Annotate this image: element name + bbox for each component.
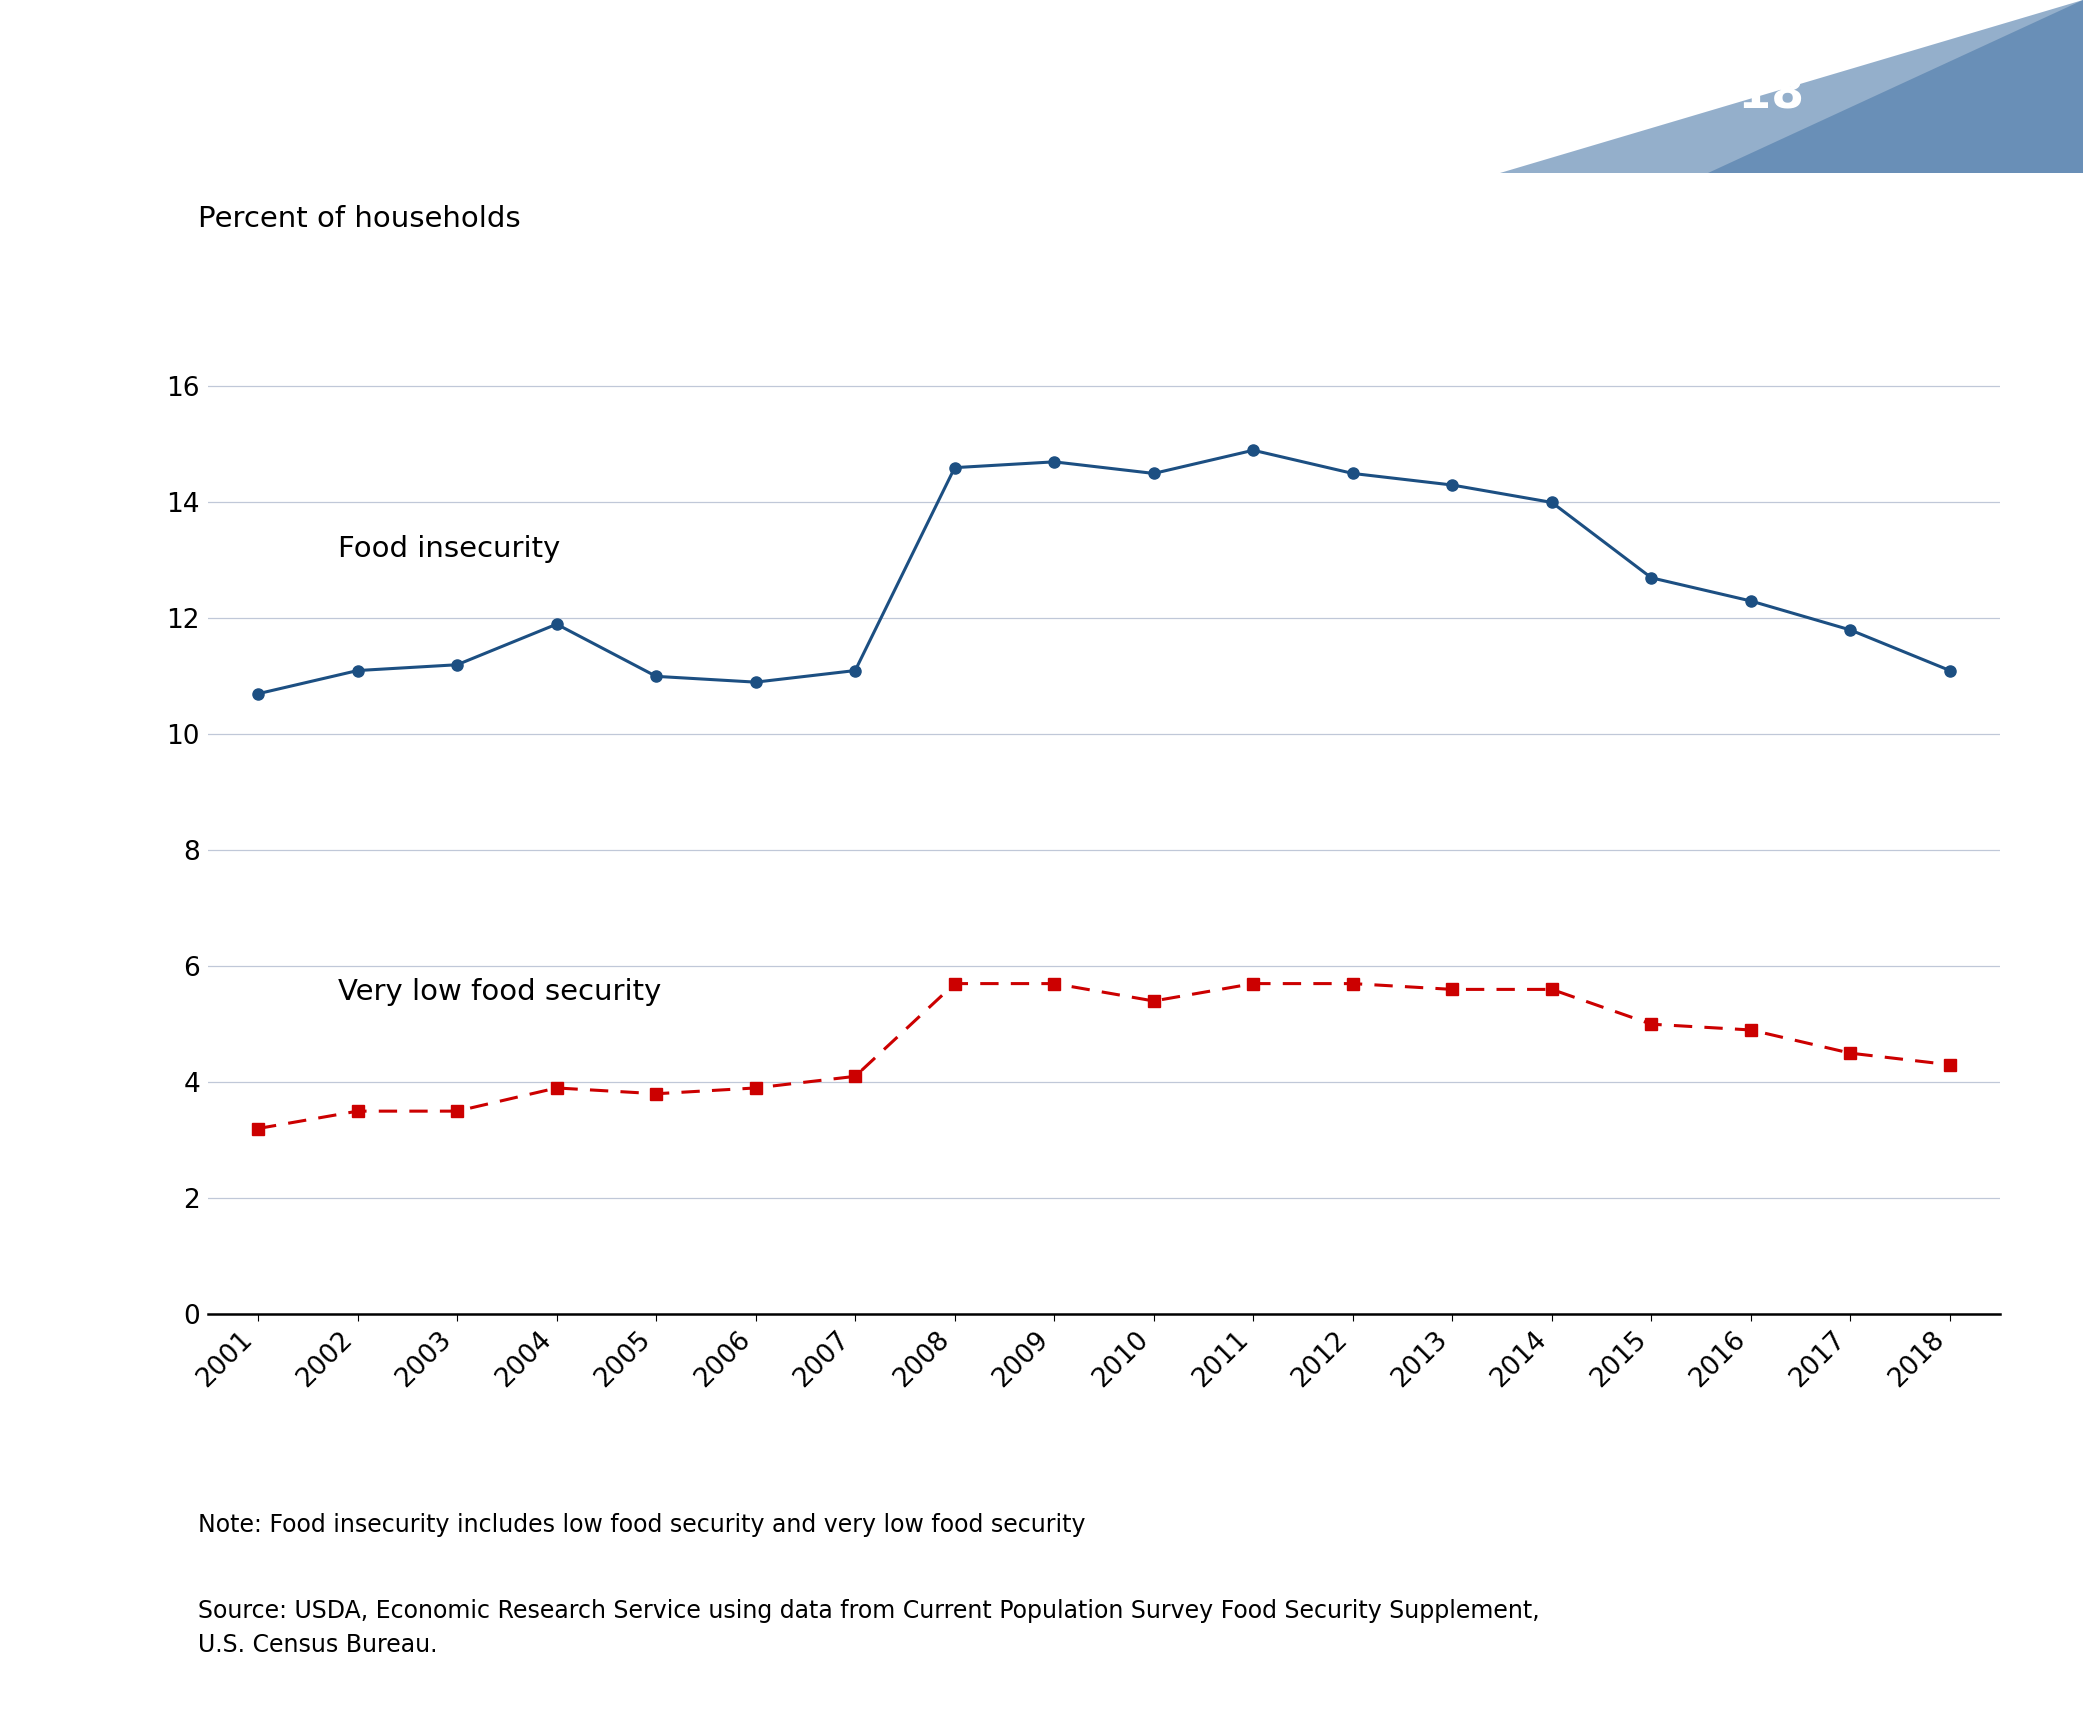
Text: Food insecurity: Food insecurity	[337, 534, 560, 564]
Polygon shape	[1708, 0, 2083, 173]
Polygon shape	[1500, 0, 2083, 173]
Text: Percent of households: Percent of households	[198, 206, 521, 233]
Text: Source: USDA, Economic Research Service using data from Current Population Surve: Source: USDA, Economic Research Service …	[198, 1599, 1539, 1656]
Text: Prevalence of food insecurity and very low food security, 2001–18: Prevalence of food insecurity and very l…	[46, 73, 1804, 118]
Text: Very low food security: Very low food security	[337, 979, 660, 1006]
Text: Note: Food insecurity includes low food security and very low food security: Note: Food insecurity includes low food …	[198, 1513, 1085, 1537]
